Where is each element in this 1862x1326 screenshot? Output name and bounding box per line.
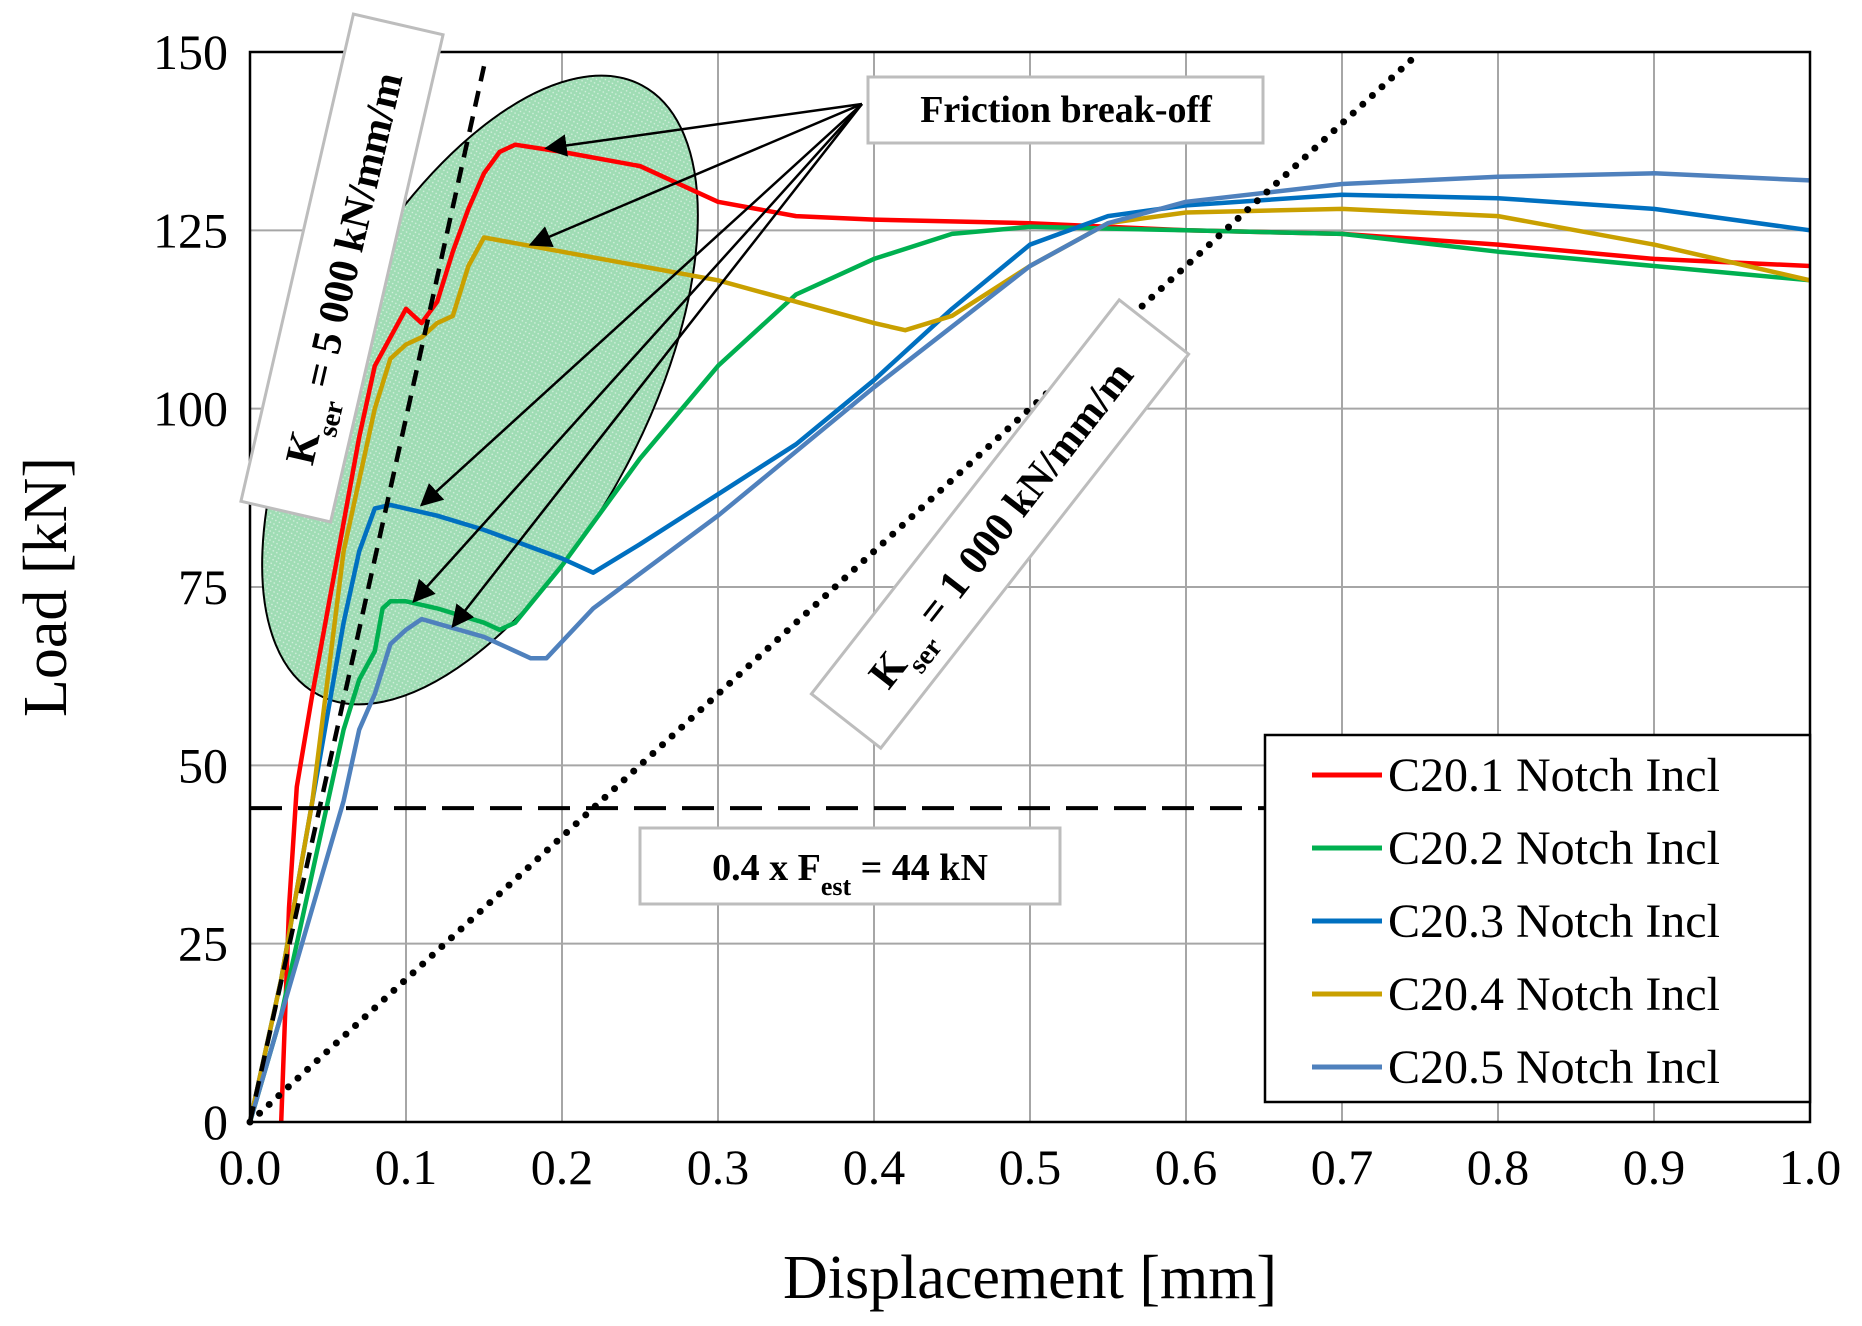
series-line-2	[247, 224, 1811, 1123]
x-tick-label: 0.3	[687, 1139, 750, 1195]
y-tick-label: 0	[203, 1094, 228, 1150]
y-tick-labels: 0 25 50 75 100 125 150	[153, 24, 228, 1150]
friction-arrow-4	[412, 103, 863, 603]
plot-frame	[248, 50, 1812, 1124]
friction-arrow-2	[528, 102, 863, 248]
y-tick-label: 125	[153, 202, 228, 258]
series-line-4	[247, 206, 1811, 1123]
legend: C20.1 Notch Incl C20.2 Notch Incl C20.3 No…	[1263, 733, 1812, 1104]
x-tick-labels: 0.0 0.1 0.2 0.3 0.4 0.5 0.6 0.7 0.8 0.9 1.0	[219, 1139, 1842, 1195]
fest-label: 0.4 x Fest = 44 kN	[712, 847, 988, 901]
x-tick-label: 0.0	[219, 1139, 282, 1195]
friction-label: Friction break-off	[920, 89, 1213, 131]
y-tick-label: 25	[178, 916, 228, 972]
x-tick-label: 0.6	[1155, 1139, 1218, 1195]
kser-1000-box	[809, 297, 1191, 751]
y-tick-label: 50	[178, 737, 228, 793]
kser-1000-annotation: Kser = 1 000 kN/mm/m	[809, 297, 1191, 751]
y-tick-label: 150	[153, 24, 228, 80]
friction-arrow-5	[451, 103, 863, 629]
y-tick-label: 75	[178, 559, 228, 615]
y-axis-label: Load [kN]	[12, 457, 80, 717]
x-tick-label: 0.1	[375, 1139, 438, 1195]
friction-label-box	[866, 75, 1265, 145]
x-tick-label: 0.9	[1623, 1139, 1686, 1195]
kser-5000-box	[239, 12, 445, 524]
x-axis-label: Displacement [mm]	[783, 1244, 1277, 1312]
legend-label-5: C20.5 Notch Incl	[1388, 1041, 1720, 1094]
x-tick-label: 0.5	[999, 1139, 1062, 1195]
legend-label-4: C20.4 Notch Incl	[1388, 968, 1720, 1021]
x-tick-label: 0.4	[843, 1139, 906, 1195]
legend-label-2: C20.2 Notch Incl	[1388, 822, 1720, 875]
kser-5000-annotation: Kser = 5 000 kN/mm/m	[239, 12, 445, 524]
friction-annotation: Friction break-off	[412, 75, 1265, 629]
reference-line-2	[246, 48, 1424, 1126]
x-tick-label: 1.0	[1779, 1139, 1842, 1195]
fest-annotation: 0.4 x Fest = 44 kN	[638, 826, 1062, 906]
x-tick-label: 0.2	[531, 1139, 594, 1195]
fest-box	[638, 826, 1062, 906]
x-tick-label: 0.7	[1311, 1139, 1374, 1195]
legend-label-1: C20.1 Notch Incl	[1388, 749, 1720, 802]
legend-label-3: C20.3 Notch Incl	[1388, 895, 1720, 948]
friction-arrow-3	[419, 103, 863, 507]
friction-arrow-1	[544, 102, 863, 157]
x-tick-label: 0.8	[1467, 1139, 1530, 1195]
legend-items: C20.1 Notch Incl C20.2 Notch Incl C20.3 No…	[1312, 749, 1720, 1094]
y-tick-label: 100	[153, 381, 228, 437]
series-line-3	[247, 192, 1811, 1123]
friction-arrows	[412, 102, 863, 629]
